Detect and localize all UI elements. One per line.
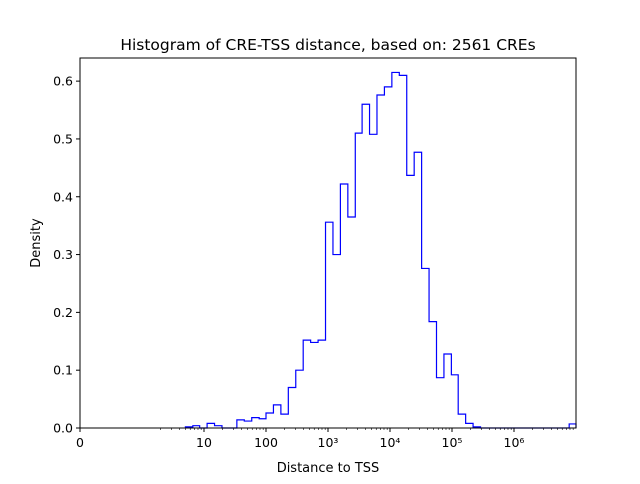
x-axis-label: Distance to TSS [277,461,380,476]
y-tick-label: 0.0 [53,421,73,436]
x-tick-label: 10³ [318,435,339,450]
y-tick-label: 0.3 [53,247,73,262]
y-tick-label: 0.1 [53,363,73,378]
x-tick-label: 0 [76,435,84,450]
y-axis-ticks: 0.0 0.1 0.2 0.3 0.4 0.5 0.6 [53,74,80,436]
chart-title: Histogram of CRE-TSS distance, based on:… [120,36,535,54]
y-tick-label: 0.2 [53,305,73,320]
x-tick-label: 10⁴ [380,435,401,450]
y-tick-label: 0.5 [53,131,73,146]
y-tick-label: 0.4 [53,189,73,204]
x-tick-label: 100 [254,435,278,450]
histogram-step-line [184,71,577,429]
y-axis-label: Density [29,218,44,268]
x-tick-label: 10⁶ [504,435,525,450]
y-tick-label: 0.6 [53,74,73,89]
x-axis-ticks: 0 10 100 10³ 10⁴ 10⁵ 10⁶ [76,428,574,450]
x-tick-label: 10⁵ [442,435,463,450]
x-tick-label: 10 [196,435,212,450]
